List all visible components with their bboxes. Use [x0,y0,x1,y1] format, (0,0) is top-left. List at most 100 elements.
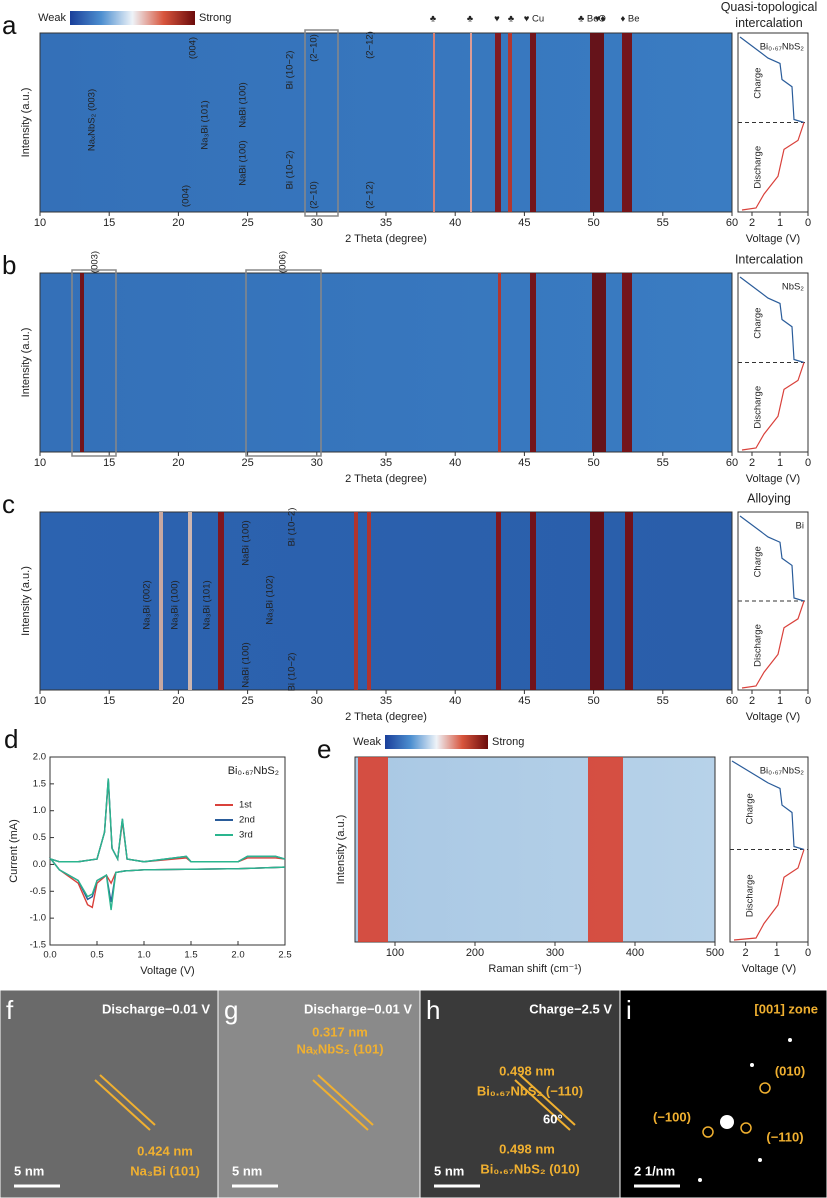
x-tick-label: 15 [103,457,115,469]
annotation: Na₃Bi (101) [202,580,213,629]
heatmap-stripe [530,33,536,212]
lattice-mark [514,1079,571,1131]
region-box [245,269,322,457]
x-tick-label: 0 [805,217,811,229]
scale-label: 5 nm [434,1163,464,1178]
heatmap-area [39,511,733,691]
annotation: (2−12) [365,181,376,209]
colorbar [385,735,488,749]
diffraction-spot [788,1038,792,1042]
phase-marker: ♣ [508,14,514,25]
x-tick-label: 50 [587,457,599,469]
x-tick-label: 30 [311,217,323,229]
x-tick-label: 10 [34,457,46,469]
heatmap-stripe [433,33,435,212]
colorbar-label: Weak [353,736,381,748]
heatmap-stripe [496,512,501,690]
x-tick-label: 1.0 [137,950,150,961]
image-text: Discharge−0.01 V [102,1001,210,1016]
heatmap-area [39,272,733,453]
y-tick-label: 2.0 [33,752,46,763]
scale-label: 5 nm [232,1163,262,1178]
image-label: f [6,995,14,1025]
image-text: 0.424 nm [137,1143,193,1158]
heatmap-area [354,756,716,943]
heatmap-area [39,32,733,213]
panel-label: b [2,250,16,280]
y-tick-label: 1.5 [33,778,46,789]
annotation: NaBi (100) [238,140,249,185]
x-tick-label: 1 [777,457,783,469]
x-tick-label: 100 [386,947,404,959]
colorbar-label: Strong [492,736,524,748]
x-tick-label: 55 [657,695,669,707]
x-tick-label: 2.0 [231,950,244,961]
side-label: Charge [753,308,764,339]
annotation: NaBi (100) [241,520,252,565]
x-axis-label: 2 Theta (degree) [345,711,427,723]
image-text: Bi₀.₆₇NbS₂ (010) [480,1161,579,1176]
chart-title: Bi₀.₆₇NbS₂ [228,765,279,777]
x-tick-label: 25 [241,695,253,707]
x-tick-label: 35 [380,695,392,707]
annotation: NaₓNbS₂ (003) [87,89,98,151]
annotation: Na₃Bi (101) [200,100,211,149]
image-text: Na₃Bi (101) [130,1163,200,1178]
image-text: (−100) [653,1109,691,1124]
heatmap-stripe [530,273,536,452]
charge-curve [731,760,805,851]
y-tick-label: 1.0 [33,805,46,816]
annotation: Na₃Bi (002) [142,580,153,629]
panel-label: a [2,10,17,40]
diffraction-spot [750,1063,754,1067]
heatmap-stripe [159,512,163,690]
side-sample: Bi₀.₆₇NbS₂ [760,42,805,53]
x-tick-label: 25 [241,457,253,469]
x-tick-label: 40 [449,457,461,469]
annotation: Na₃Bi (102) [265,575,276,624]
side-label: Discharge [745,874,756,917]
legend-label: 1st [239,800,252,811]
x-axis-label: 2 Theta (degree) [345,233,427,245]
image-text: 0.498 nm [499,1141,555,1156]
side-label: Discharge [753,386,764,429]
x-tick-label: 20 [172,695,184,707]
x-tick-label: 500 [706,947,724,959]
lattice-mark [312,1079,369,1131]
annotation: (2−12) [365,31,376,59]
annotation: (006) [278,251,289,273]
x-tick-label: 0 [805,457,811,469]
x-tick-label: 25 [241,217,253,229]
x-axis-label: Voltage (V) [746,473,800,485]
x-tick-label: 40 [449,695,461,707]
spot-ring [702,1126,714,1138]
side-label: Discharge [753,146,764,189]
x-tick-label: 0 [805,695,811,707]
image-label: i [626,995,632,1025]
x-axis-label: 2 Theta (degree) [345,473,427,485]
x-axis-label: Voltage (V) [746,233,800,245]
image-label: h [426,995,440,1025]
annotation: (004) [188,37,199,59]
y-tick-label: -0.5 [30,886,46,897]
annotation: Bi (10−2) [285,51,296,90]
x-axis-label: Voltage (V) [746,711,800,723]
side-sample: Bi₀.₆₇NbS₂ [760,766,805,777]
x-tick-label: 30 [311,457,323,469]
phase-marker: ♥ [494,14,500,25]
annotation: NaBi (100) [238,82,249,127]
heatmap-stripe [495,33,501,212]
region-box [304,29,339,217]
annotation: Na₃Bi (100) [170,580,181,629]
heatmap-stripe [590,33,604,212]
side-label: Discharge [753,624,764,667]
x-tick-label: 50 [587,217,599,229]
image-text: Charge−2.5 V [529,1001,612,1016]
x-tick-label: 35 [380,457,392,469]
legend-label: 2nd [239,815,255,826]
plot-frame [49,756,286,946]
spot-ring [759,1082,771,1094]
charge-curve [739,276,805,364]
x-tick-label: 15 [103,217,115,229]
heatmap-stripe [80,273,84,452]
